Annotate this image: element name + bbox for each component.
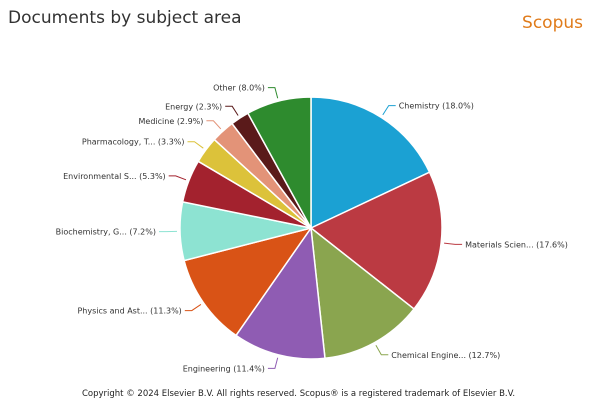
slice-label-other: Other (8.0%) [213, 84, 265, 93]
slice-label-pharmacology-t: Pharmacology, T... (3.3%) [82, 138, 185, 147]
leader-line-medicine [206, 120, 222, 130]
leader-line-chemistry [382, 105, 396, 116]
leader-line-environmental-s [168, 175, 187, 181]
slice-label-engineering: Engineering (11.4%) [183, 364, 265, 373]
leader-line-physics-and-ast [184, 303, 202, 312]
leader-line-engineering [267, 357, 279, 369]
pie-slice-chemical-engine[interactable] [310, 226, 416, 360]
leader-line-other [267, 87, 279, 99]
leader-line-chemical-engine [375, 344, 389, 356]
slice-label-energy: Energy (2.3%) [165, 102, 222, 111]
slice-label-environmental-s: Environmental S... (5.3%) [63, 172, 166, 181]
pie-slice-other[interactable] [246, 96, 312, 229]
slice-label-medicine: Medicine (2.9%) [139, 117, 204, 126]
slice-label-physics-and-ast: Physics and Ast... (11.3%) [77, 307, 181, 316]
slice-label-biochemistry-g: Biochemistry, G... (7.2%) [56, 228, 156, 237]
pie-slice-materials-scien[interactable] [309, 171, 443, 310]
slice-label-chemical-engine: Chemical Engine... (12.7%) [391, 351, 500, 360]
scopus-logo[interactable]: Scopus [522, 13, 583, 33]
leader-line-materials-scien [444, 242, 463, 245]
leader-lines [159, 87, 463, 369]
slice-labels: Chemistry (18.0%) Materials Scien... (17.… [56, 84, 568, 374]
pie-slices [179, 96, 443, 360]
copyright-notice: Copyright © 2024 Elsevier B.V. All right… [81, 389, 516, 399]
slice-label-materials-scien: Materials Scien... (17.6%) [465, 240, 568, 249]
pie-slice-chemistry[interactable] [310, 96, 431, 230]
leader-line-energy [225, 105, 239, 116]
chart-title: Documents by subject area [8, 8, 242, 28]
pie-slice-engineering[interactable] [234, 225, 326, 360]
slice-label-chemistry: Chemistry (18.0%) [399, 102, 474, 111]
pie-slice-physics-and-ast[interactable] [183, 226, 313, 337]
leader-line-pharmacology-t [187, 141, 204, 149]
